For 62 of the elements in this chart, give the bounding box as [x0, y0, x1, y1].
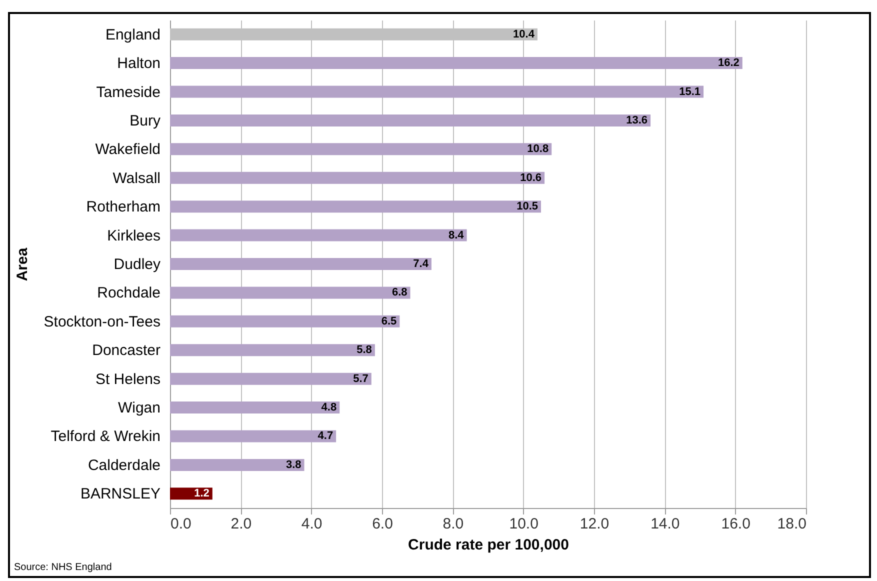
data-label: 10.6 [520, 172, 542, 184]
bar [170, 172, 545, 184]
bar [170, 86, 704, 98]
x-tick-label: 8.0 [442, 516, 464, 532]
data-label: 6.5 [381, 315, 397, 328]
bar [170, 229, 467, 242]
y-tick-label: Calderdale [88, 456, 160, 474]
bar [170, 315, 400, 328]
y-tick-label: Wigan [118, 400, 160, 417]
x-tick-label: 0.0 [170, 516, 192, 532]
y-axis-title: Area [14, 247, 31, 282]
bar [170, 258, 432, 270]
x-tick-label: 10.0 [509, 516, 538, 532]
y-tick-label: Kirklees [107, 227, 160, 244]
y-tick-label: Tameside [96, 84, 160, 101]
x-tick-label: 2.0 [230, 516, 252, 532]
data-label: 16.2 [718, 57, 740, 70]
y-tick-label: England [105, 26, 160, 44]
bar [170, 200, 541, 213]
y-tick-label: Doncaster [92, 342, 160, 360]
y-tick-label: Rochdale [97, 284, 160, 302]
y-tick-label: St Helens [95, 370, 160, 388]
y-tick-label: Bury [130, 112, 161, 130]
x-tick-label: 4.0 [301, 516, 322, 532]
source-note: Source: NHS England [14, 562, 112, 573]
data-label: 10.5 [516, 200, 538, 213]
y-tick-label: Stockton-on-Tees [44, 313, 160, 330]
y-tick-label: Halton [117, 55, 160, 72]
y-tick-label: Walsall [112, 170, 160, 187]
y-tick-label: Telford & Wrekin [50, 428, 160, 446]
data-label: 3.8 [286, 458, 302, 471]
x-tick-label: 16.0 [721, 516, 750, 532]
bar [170, 114, 651, 126]
bar [170, 430, 336, 442]
bar [170, 286, 410, 299]
data-label: 5.8 [356, 344, 372, 356]
x-tick-label: 14.0 [650, 516, 680, 532]
x-tick-label: 12.0 [580, 516, 610, 532]
y-tick-label: Dudley [114, 256, 161, 273]
bar [170, 458, 304, 471]
data-label: 10.4 [513, 28, 536, 40]
x-tick-label: 18.0 [777, 516, 806, 532]
data-label: 13.6 [626, 114, 648, 126]
data-label: 4.8 [321, 402, 337, 414]
data-label: 4.7 [318, 430, 334, 442]
bar [170, 57, 742, 70]
y-tick-label: Rotherham [86, 198, 160, 216]
y-tick-label: Wakefield [95, 141, 160, 158]
data-label: 1.2 [194, 488, 210, 500]
bar [170, 143, 552, 156]
data-label: 8.4 [448, 229, 465, 242]
data-label: 7.4 [413, 258, 430, 270]
bar [170, 402, 340, 414]
x-axis-title: Crude rate per 100,000 [408, 536, 569, 554]
data-label: 6.8 [392, 286, 408, 299]
data-label: 15.1 [679, 86, 701, 98]
x-tick-label: 6.0 [372, 516, 393, 532]
bar [170, 344, 375, 356]
data-label: 10.8 [527, 143, 549, 156]
y-tick-label: BARNSLEY [80, 486, 160, 503]
data-label: 5.7 [353, 372, 368, 385]
bar [170, 372, 372, 385]
